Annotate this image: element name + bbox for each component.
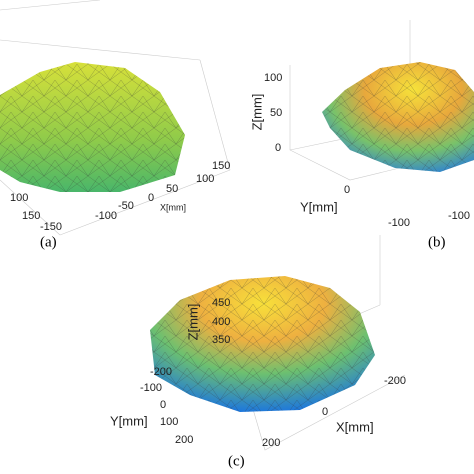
- tick-label: 100: [10, 192, 28, 204]
- axis-label: X[mm]: [336, 419, 374, 434]
- axis-label: Z[mm]: [249, 94, 264, 131]
- tick-label: -100: [388, 217, 410, 229]
- tick-label: 100: [196, 173, 214, 185]
- tick-label: 150: [22, 210, 40, 222]
- axis-label: Y[mm]: [300, 199, 338, 214]
- axis-label: Z[mm]: [185, 304, 200, 341]
- tick-label: 50: [166, 183, 178, 195]
- tick-label: -200: [150, 366, 172, 378]
- tick-label: 150: [212, 160, 230, 172]
- tick-label: -200: [384, 375, 406, 387]
- tick-label: -100: [95, 210, 117, 222]
- mesh: [322, 62, 474, 172]
- axis-label: Y[mm]: [110, 413, 148, 428]
- tick-label: 0: [344, 184, 350, 196]
- panel-c: 450 400 350 -200 -100 0 100 200 -200 0 2…: [110, 235, 406, 469]
- tick-label: 0: [160, 399, 166, 411]
- mesh: [150, 276, 375, 412]
- panel-b: 100 50 0 0 -100 -100 Z[mm] Y[mm] (b): [249, 20, 474, 250]
- tick-label: -50: [118, 200, 134, 212]
- tick-label: 0: [148, 192, 154, 204]
- tick-label: 400: [212, 316, 230, 328]
- tick-label: 200: [262, 437, 280, 449]
- caption: (a): [40, 234, 57, 250]
- caption: (b): [428, 234, 446, 250]
- tick-label: 350: [212, 334, 230, 346]
- panel-a: 100 150 -150 -100 -50 0 50 100 150 X[mm]…: [0, 0, 230, 250]
- tick-label: 200: [175, 434, 193, 446]
- axis-label: X[mm]: [160, 202, 186, 212]
- tick-label: 0: [275, 142, 281, 154]
- tick-label: 450: [212, 297, 230, 309]
- tick-label: -100: [140, 382, 162, 394]
- tick-label: 50: [270, 107, 282, 119]
- tick-label: 100: [160, 416, 178, 428]
- tick-label: 100: [264, 72, 282, 84]
- tick-label: 0: [322, 406, 328, 418]
- caption: (c): [228, 453, 245, 469]
- axis-box: [0, 0, 231, 236]
- tick-label: -100: [448, 210, 470, 222]
- mesh: [0, 62, 185, 192]
- tick-label: -150: [40, 221, 62, 233]
